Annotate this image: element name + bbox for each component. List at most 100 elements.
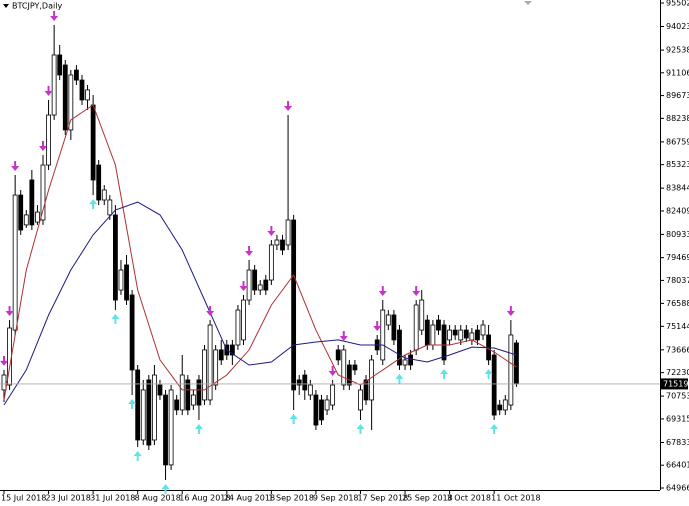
candle-body <box>330 384 336 406</box>
candle-body <box>207 324 213 401</box>
y-tick-label: 649665 <box>666 484 689 493</box>
y-tick-label: 751445 <box>666 322 689 331</box>
candle-body <box>96 164 102 201</box>
x-tick-label: 9 Sep 2018 <box>313 494 359 503</box>
candle-body <box>346 364 352 386</box>
candle-body <box>380 309 386 361</box>
y-tick-label: 882380 <box>666 114 689 123</box>
candle-body <box>514 342 519 385</box>
candle-body <box>447 329 453 341</box>
candle-body <box>35 211 40 223</box>
y-tick-label: 780375 <box>666 276 689 285</box>
y-tick-label: 896735 <box>666 91 689 100</box>
chart-title: BTCJPY,Daily <box>12 2 62 11</box>
y-tick-label: 707530 <box>666 392 689 401</box>
x-tick-label: 16 Aug 2018 <box>179 494 230 503</box>
x-tick-label: 15 Jul 2018 <box>1 494 46 503</box>
y-tick-label: 940235 <box>666 22 689 31</box>
candle-body <box>296 379 302 386</box>
candle-body <box>246 269 252 301</box>
candle-body <box>402 359 408 366</box>
y-tick-label: 955025 <box>666 0 689 8</box>
candle-body <box>452 329 458 336</box>
candle-body <box>268 244 274 281</box>
down-fractal-arrow <box>506 306 515 317</box>
candle-body <box>235 309 241 346</box>
candle-body <box>124 264 129 301</box>
up-fractal-arrow <box>89 199 98 210</box>
candle-body <box>263 279 269 291</box>
candle-body <box>424 319 430 346</box>
title-marker <box>3 4 9 8</box>
down-fractal-arrow <box>206 306 215 317</box>
candle-body <box>480 324 486 336</box>
candle-body <box>358 389 363 411</box>
candle-body <box>62 64 68 131</box>
shift-marker <box>524 1 532 5</box>
y-tick-label: 765880 <box>666 299 689 308</box>
candle-body <box>135 369 141 441</box>
candle-body <box>146 379 152 446</box>
y-tick-label: 867590 <box>666 137 689 146</box>
candle-body <box>46 114 51 166</box>
candle-body <box>57 54 63 76</box>
candle-body <box>151 374 157 441</box>
candle-body <box>29 179 35 226</box>
down-fractal-arrow <box>328 365 337 376</box>
down-fractal-arrow <box>373 320 382 331</box>
candle-body <box>257 284 263 291</box>
up-fractal-arrow <box>111 314 120 325</box>
up-fractal-arrow <box>395 373 404 384</box>
candle-body <box>129 294 135 371</box>
candle-body <box>85 89 90 101</box>
candle-body <box>229 344 235 356</box>
down-fractal-arrow <box>50 10 59 21</box>
candle-body <box>508 334 514 406</box>
moving-average <box>3 104 517 401</box>
candle-body <box>385 314 391 326</box>
down-fractal-arrow <box>0 355 8 366</box>
x-tick-label: 25 Sep 2018 <box>402 494 453 503</box>
up-fractal-arrow <box>161 484 170 495</box>
candle-body <box>419 299 425 331</box>
candle-body <box>274 239 280 246</box>
down-fractal-arrow <box>267 226 276 237</box>
y-tick-label: 794695 <box>666 253 689 262</box>
up-fractal-arrow <box>440 369 449 380</box>
candle-body <box>68 74 74 131</box>
candle-body <box>469 332 475 341</box>
up-fractal-arrow <box>484 369 493 380</box>
y-tick-label: 678335 <box>666 438 689 447</box>
price-label: 715196 <box>663 379 689 388</box>
candle-body <box>174 399 180 411</box>
x-tick-label: 23 Jul 2018 <box>46 494 91 503</box>
candle-body <box>113 214 118 301</box>
x-tick-label: 17 Sep 2018 <box>357 494 408 503</box>
y-tick-label: 736665 <box>666 345 689 354</box>
x-tick-label: 31 Jul 2018 <box>90 494 135 503</box>
price-label-box <box>661 378 688 390</box>
candle-body <box>196 379 202 406</box>
down-fractal-arrow <box>239 280 248 291</box>
y-tick-label: 853235 <box>666 160 689 169</box>
up-fractal-arrow <box>289 413 298 424</box>
candle-body <box>190 394 196 406</box>
candle-body <box>1 374 7 391</box>
up-fractal-arrow <box>128 399 137 410</box>
candle-body <box>168 389 174 466</box>
x-tick-label: 1 Sep 2018 <box>268 494 314 503</box>
candle-body <box>335 349 341 361</box>
x-tick-label: 3 Oct 2018 <box>447 494 491 503</box>
down-fractal-arrow <box>412 286 421 297</box>
candle-body <box>74 69 79 81</box>
y-tick-label: 925385 <box>666 46 689 55</box>
candle-body <box>185 379 191 411</box>
candle-body <box>397 329 402 366</box>
candle-body <box>391 314 397 341</box>
x-tick-label: 24 Aug 2018 <box>224 494 275 503</box>
candle-body <box>491 354 497 416</box>
y-tick-label: 824090 <box>666 206 689 215</box>
down-fractal-arrow <box>5 306 14 317</box>
